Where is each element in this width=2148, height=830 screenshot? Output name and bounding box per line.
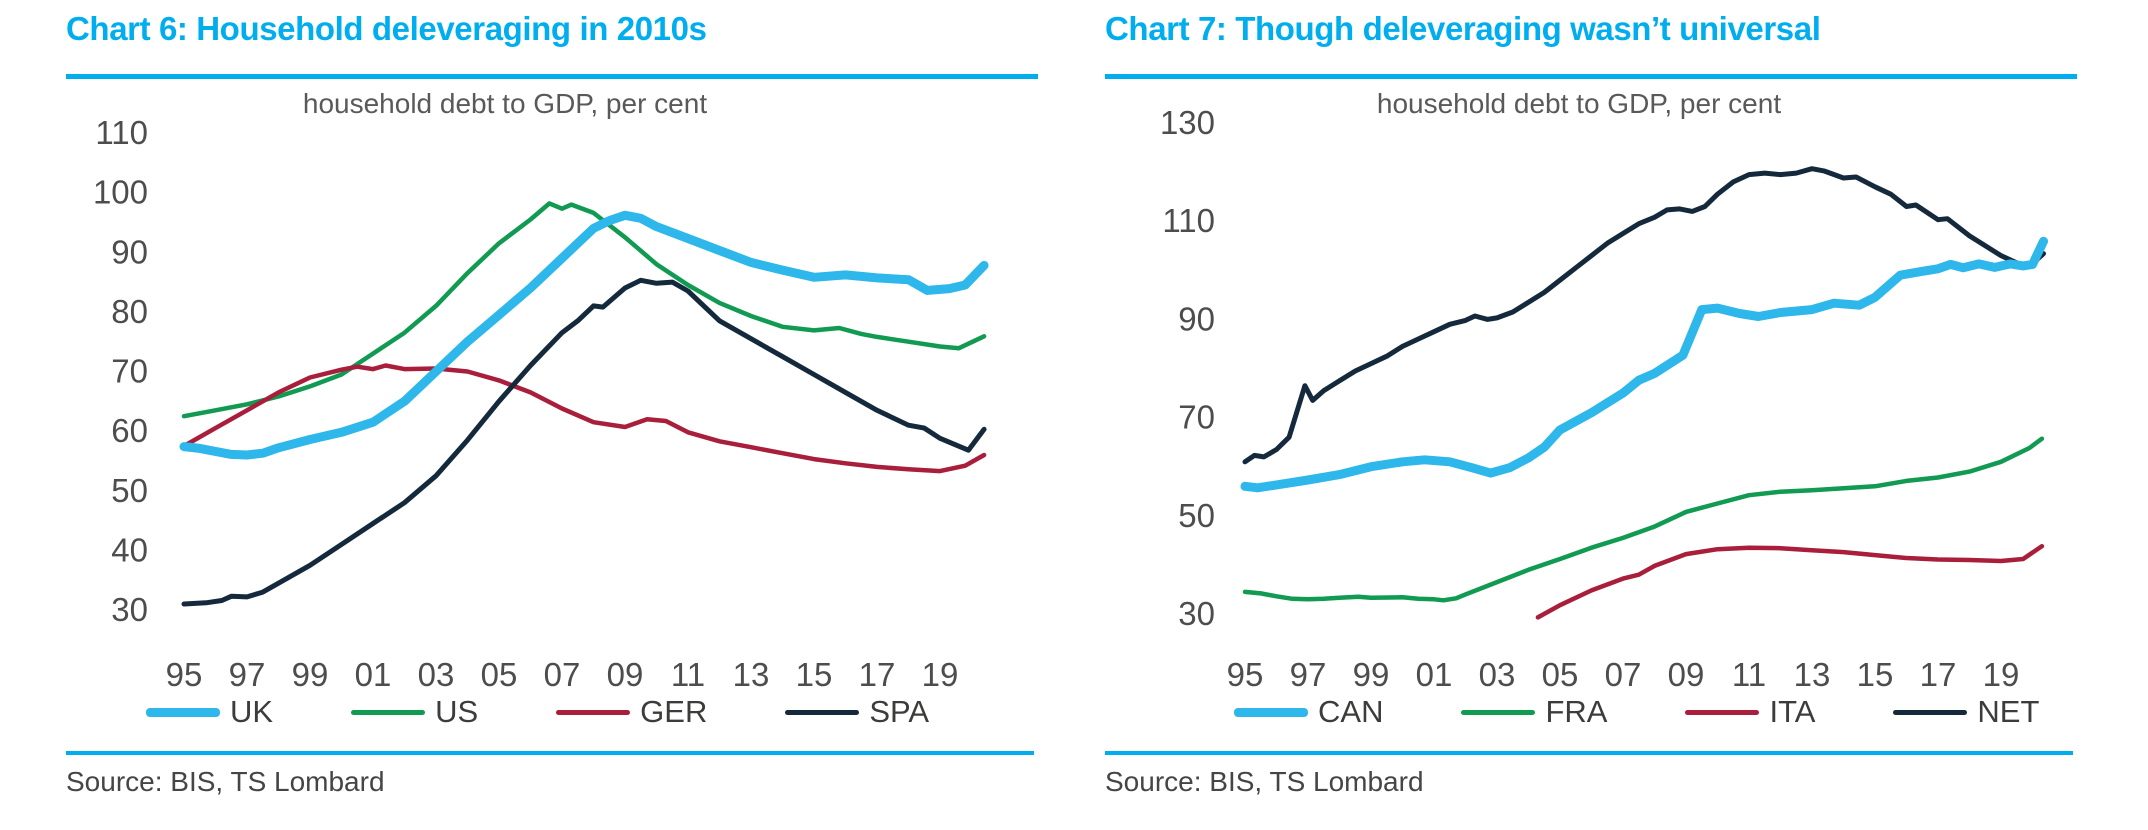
series-line-ita	[1535, 543, 2045, 620]
legend-label: SPA	[869, 694, 930, 729]
x-tick-label: 15	[1857, 656, 1894, 693]
x-tick-label: 17	[1920, 656, 1957, 693]
chart7-subtitle: household debt to GDP, per cent	[1376, 88, 1782, 119]
chart6-subtitle: household debt to GDP, per cent	[302, 88, 708, 119]
legend-item-fra: FRA	[1461, 694, 1607, 730]
x-tick-label: 03	[1479, 656, 1516, 693]
chart6-title-rule	[66, 74, 1038, 79]
y-tick-label: 40	[111, 531, 148, 568]
legend-swatch-net	[1893, 709, 1968, 715]
chart6-panel: Chart 6: Household deleveraging in 2010s…	[0, 10, 1074, 797]
chart7-source: Source: BIS, TS Lombard	[1105, 766, 1424, 797]
legend-swatch-ger	[556, 709, 631, 715]
legend-swatch-uk	[146, 707, 220, 717]
x-tick-label: 97	[1290, 656, 1327, 693]
x-tick-label: 07	[544, 656, 581, 693]
legend-label: CAN	[1318, 694, 1384, 729]
legend-label: NET	[1977, 694, 2040, 729]
legend-swatch-fra	[1461, 709, 1536, 715]
y-tick-label: 70	[1178, 399, 1215, 436]
legend-label: ITA	[1769, 694, 1816, 729]
series-line-uk	[179, 210, 989, 460]
y-tick-label: 90	[1178, 300, 1215, 337]
legend-swatch-spa	[785, 709, 860, 715]
y-tick-label: 110	[95, 114, 148, 151]
x-tick-label: 11	[1732, 656, 1766, 693]
y-tick-label: 80	[111, 293, 148, 330]
x-tick-label: 19	[922, 656, 959, 693]
x-tick-label: 05	[1542, 656, 1579, 693]
legend-swatch-ita	[1685, 709, 1760, 715]
x-tick-label: 07	[1605, 656, 1642, 693]
x-tick-label: 01	[1416, 656, 1453, 693]
y-tick-label: 70	[111, 353, 148, 390]
legend-swatch-us	[351, 709, 426, 715]
legend-item-uk: UK	[146, 694, 273, 730]
x-tick-label: 01	[355, 656, 392, 693]
x-tick-label: 15	[796, 656, 833, 693]
x-tick-label: 97	[229, 656, 266, 693]
y-tick-label: 90	[111, 233, 148, 270]
chart6-title: Chart 6: Household deleveraging in 2010s	[66, 10, 707, 47]
legend-item-us: US	[351, 694, 478, 730]
legend-item-can: CAN	[1234, 694, 1383, 730]
y-tick-label: 30	[1178, 595, 1215, 632]
y-tick-label: 100	[93, 174, 148, 211]
x-tick-label: 99	[292, 656, 329, 693]
legend-item-ger: GER	[556, 694, 707, 730]
x-tick-label: 09	[607, 656, 644, 693]
legend-label: FRA	[1545, 694, 1608, 729]
series-line-spa	[181, 277, 987, 607]
y-tick-label: 30	[111, 591, 148, 628]
legend-swatch-can	[1234, 707, 1308, 717]
chart6-bottom-rule	[66, 751, 1034, 755]
series-line-fra	[1242, 436, 2045, 603]
x-tick-label: 09	[1668, 656, 1705, 693]
x-tick-label: 05	[481, 656, 518, 693]
chart7-panel: Chart 7: Though deleveraging wasn’t univ…	[1074, 0, 2148, 830]
chart7-canvas: 130 110 90 70 50 30 95 97 99 01 03 05 07 09 11 13 15 17 19	[1160, 104, 2048, 693]
series-line-can	[1240, 236, 2048, 493]
chart6-legend: UK US GER SPA	[0, 694, 1074, 730]
series-line-us	[181, 201, 987, 419]
chart7-bottom-rule	[1105, 751, 2073, 755]
chart7-title: Chart 7: Though deleveraging wasn’t univ…	[1105, 10, 1821, 47]
chart7-legend: CAN FRA ITA NET	[1074, 694, 2148, 730]
chart6-canvas: 110 100 90 80 70 60 50 40 30 95 97 99 01 03 05 07 09 11 13…	[93, 114, 989, 693]
x-tick-label: 95	[1227, 656, 1264, 693]
series-line-net	[1242, 166, 2046, 465]
legend-label: UK	[230, 694, 274, 729]
x-tick-label: 19	[1983, 656, 2020, 693]
y-tick-label: 110	[1162, 202, 1215, 239]
y-tick-label: 50	[111, 472, 148, 509]
chart7-title-rule	[1105, 74, 2077, 79]
y-tick-label: 60	[111, 412, 148, 449]
legend-item-ita: ITA	[1685, 694, 1815, 730]
legend-item-spa: SPA	[785, 694, 929, 730]
x-tick-label: 17	[859, 656, 896, 693]
legend-item-net: NET	[1893, 694, 2039, 730]
legend-label: GER	[640, 694, 708, 729]
x-tick-label: 99	[1353, 656, 1390, 693]
chart6-source: Source: BIS, TS Lombard	[66, 766, 385, 797]
x-tick-label: 13	[1794, 656, 1831, 693]
x-tick-label: 11	[671, 656, 705, 693]
x-tick-label: 13	[733, 656, 770, 693]
y-tick-label: 130	[1160, 104, 1215, 141]
x-tick-label: 03	[418, 656, 455, 693]
y-tick-label: 50	[1178, 497, 1215, 534]
series-line-ger	[181, 363, 987, 474]
x-tick-label: 95	[166, 656, 203, 693]
legend-label: US	[435, 694, 479, 729]
